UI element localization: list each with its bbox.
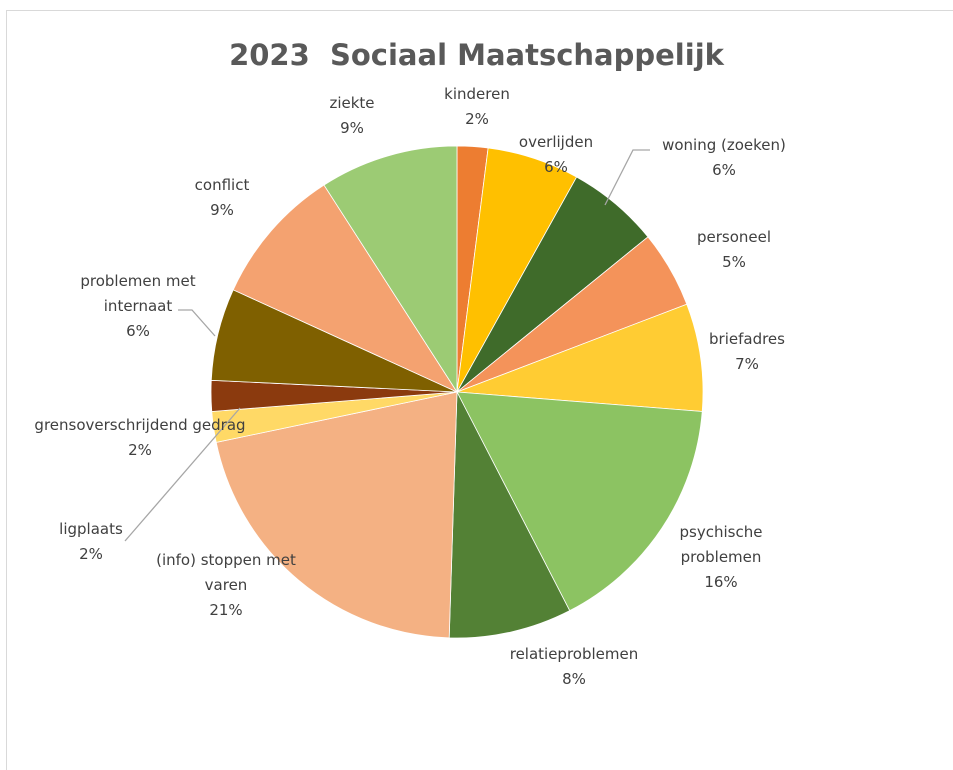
data-label-grensoverschrijdend-gedrag: grensoverschrijdend gedrag 2% [34, 416, 245, 459]
slice-briefadres [456, 303, 704, 412]
slice-psychische-problemen [456, 391, 703, 612]
pie-chart: kinderen 2%overlijden 6% woning (zoeken) 6% p… [34, 85, 785, 688]
slice-relatieproblemen [448, 390, 571, 639]
data-label-kinderen: kinderen 2% [444, 85, 510, 128]
data-label-info-stoppen-met-varen: (info) stoppen met varen 21% [156, 551, 296, 619]
data-label-briefadres: briefadres 7% [709, 330, 785, 373]
slice-ziekte [323, 145, 458, 394]
data-label-problemen-met-internaat: problemen met internaat 6% [80, 272, 195, 340]
pie-slices [210, 145, 704, 639]
data-label-conflict: conflict 9% [195, 176, 250, 219]
data-label-relatieproblemen: relatieproblemen 8% [510, 645, 639, 688]
data-label-overlijden: overlijden 6% [519, 133, 593, 176]
leader-line-problemen-met-internaat [178, 309, 216, 337]
chart-title: 2023 Sociaal Maatschappelijk [229, 38, 724, 72]
slice-info-stoppen-met-varen [215, 391, 458, 639]
data-label-woning-zoeken: woning (zoeken) 6% [662, 136, 786, 179]
data-label-ligplaats: ligplaats 2% [59, 520, 123, 563]
leader-line-ligplaats [124, 407, 241, 542]
data-label-personeel: personeel 5% [697, 228, 771, 271]
data-label-psychische-problemen: psychische problemen 16% [680, 523, 763, 591]
leader-line-woning-zoeken [604, 149, 650, 206]
data-label-ziekte: ziekte 9% [329, 94, 374, 137]
leader-lines [124, 149, 650, 542]
slice-conflict [232, 184, 459, 393]
data-labels: kinderen 2%overlijden 6% woning (zoeken) 6% p… [34, 85, 785, 688]
